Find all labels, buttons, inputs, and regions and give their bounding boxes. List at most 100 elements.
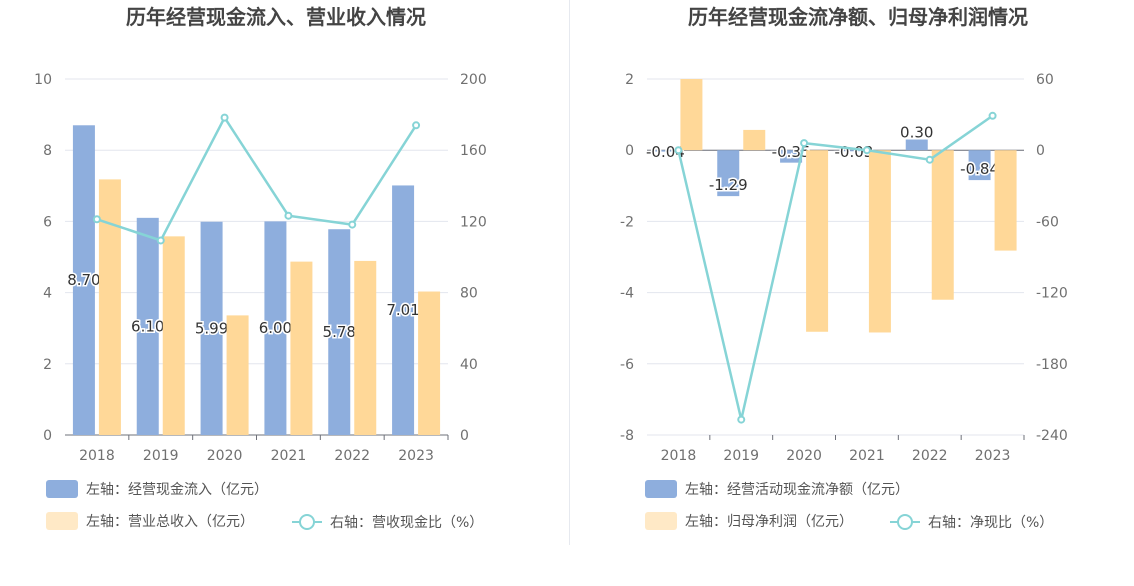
y-right-tick-label: 0 bbox=[1036, 143, 1045, 159]
bar-blue bbox=[842, 150, 865, 152]
series-line bbox=[677, 114, 994, 420]
y-left-tick-label: 6 bbox=[43, 214, 52, 230]
line-point bbox=[412, 121, 421, 130]
legend-item: 左轴：营业总收入（亿元） bbox=[46, 512, 254, 530]
chart-2: 历年经营现金流净额、归母净利润情况 -8 -240 -6 -180 -4 -120 -2 -60… bbox=[620, 5, 1068, 531]
bar-data-label: -0.84 bbox=[960, 160, 999, 178]
chart-title: 历年经营现金流净额、归母净利润情况 bbox=[688, 5, 1028, 29]
x-tick-label: 2021 bbox=[271, 448, 307, 464]
legend-label: 左轴：营业总收入（亿元） bbox=[86, 514, 254, 530]
x-tick-label: 2023 bbox=[975, 448, 1011, 464]
legend-marker bbox=[897, 514, 913, 530]
y-right-tick-label: 120 bbox=[460, 214, 487, 230]
x-tick-label: 2018 bbox=[661, 448, 697, 464]
bar-blue bbox=[136, 217, 159, 435]
bar-data-label: -0.04 bbox=[646, 143, 685, 161]
bar-blue bbox=[905, 139, 928, 151]
y-left-tick-label: -6 bbox=[620, 357, 634, 373]
bar-data-label: 5.99 bbox=[195, 319, 228, 337]
y-left-tick-label: 4 bbox=[43, 286, 52, 302]
legend-swatch bbox=[645, 480, 677, 498]
bar-blue bbox=[392, 185, 415, 435]
line-point bbox=[862, 146, 871, 155]
y-left-tick-label: 0 bbox=[43, 428, 52, 444]
legend-item: 右轴：营收现金比（%） bbox=[292, 514, 483, 531]
bar-blue bbox=[654, 150, 677, 152]
legend-label: 右轴：营收现金比（%） bbox=[330, 515, 483, 531]
y-left-tick-label: 2 bbox=[43, 357, 52, 373]
bar-yellow bbox=[226, 315, 249, 435]
y-left-tick-label: 10 bbox=[34, 72, 52, 88]
y-left-tick-label: 0 bbox=[625, 143, 634, 159]
y-right-tick-label: 60 bbox=[1036, 72, 1054, 88]
bar-yellow bbox=[98, 179, 121, 435]
y-right-tick-label: 40 bbox=[460, 357, 478, 373]
bar-data-label: 6.00 bbox=[259, 319, 292, 337]
y-right-tick-label: 80 bbox=[460, 286, 478, 302]
line-point bbox=[156, 236, 165, 245]
legend-item: 左轴：经营活动现金流净额（亿元） bbox=[645, 480, 909, 498]
bar-yellow bbox=[806, 150, 829, 332]
line-point bbox=[925, 155, 934, 164]
bar-blue bbox=[717, 150, 740, 197]
chart-title: 历年经营现金流入、营业收入情况 bbox=[126, 5, 426, 29]
legend-swatch bbox=[46, 480, 78, 498]
legend-swatch bbox=[645, 512, 677, 530]
y-right-tick-label: -240 bbox=[1036, 428, 1068, 444]
x-tick-label: 2021 bbox=[849, 448, 885, 464]
x-tick-label: 2018 bbox=[79, 448, 115, 464]
line-point bbox=[348, 220, 357, 229]
bar-yellow bbox=[354, 260, 377, 435]
line-point bbox=[800, 139, 809, 148]
bar-blue bbox=[780, 150, 803, 163]
x-tick-label: 2020 bbox=[786, 448, 822, 464]
y-right-tick-label: -120 bbox=[1036, 286, 1068, 302]
line-point bbox=[674, 146, 683, 155]
y-right-tick-label: 0 bbox=[460, 428, 469, 444]
bar-yellow bbox=[743, 129, 766, 151]
x-tick-label: 2019 bbox=[143, 448, 179, 464]
y-left-tick-label: -4 bbox=[620, 286, 634, 302]
bar-yellow bbox=[994, 150, 1017, 251]
bar-blue bbox=[200, 221, 223, 435]
chart-1: 历年经营现金流入、营业收入情况 0 0 2 40 4 80 6 120 8 160 10 200 2018… bbox=[34, 5, 487, 531]
y-right-tick-label: 160 bbox=[460, 143, 487, 159]
bar-yellow bbox=[418, 291, 441, 435]
legend-swatch bbox=[46, 512, 78, 530]
bar-blue bbox=[72, 125, 95, 435]
line-point bbox=[284, 211, 293, 220]
legend-label: 右轴：净现比（%） bbox=[928, 515, 1053, 531]
bar-blue bbox=[328, 229, 351, 435]
legend-item: 左轴：经营现金流入（亿元） bbox=[46, 480, 268, 498]
bar-data-label: 8.70 bbox=[67, 271, 100, 289]
bar-blue bbox=[264, 221, 287, 435]
bar-data-label: 6.10 bbox=[131, 317, 164, 335]
panel-divider bbox=[569, 0, 570, 545]
legend-item: 左轴：归母净利润（亿元） bbox=[645, 512, 853, 530]
y-left-tick-label: 8 bbox=[43, 143, 52, 159]
bar-data-label: 7.01 bbox=[386, 301, 419, 319]
bar-yellow bbox=[162, 236, 185, 435]
y-left-tick-label: -2 bbox=[620, 214, 634, 230]
bar-blue bbox=[968, 150, 991, 181]
series-line bbox=[96, 115, 418, 242]
x-tick-label: 2022 bbox=[334, 448, 370, 464]
y-right-tick-label: 200 bbox=[460, 72, 487, 88]
bar-data-label: 5.78 bbox=[323, 323, 356, 341]
bar-yellow bbox=[931, 150, 954, 300]
bar-yellow bbox=[868, 150, 891, 333]
legend-label: 左轴：经营现金流入（亿元） bbox=[86, 482, 268, 498]
x-tick-label: 2019 bbox=[723, 448, 759, 464]
legend-label: 左轴：经营活动现金流净额（亿元） bbox=[685, 482, 909, 498]
y-left-tick-label: 2 bbox=[625, 72, 634, 88]
legend-label: 左轴：归母净利润（亿元） bbox=[685, 513, 853, 530]
bar-yellow bbox=[680, 79, 703, 151]
bar-data-label: -1.29 bbox=[709, 176, 748, 194]
y-left-tick-label: -8 bbox=[620, 428, 634, 444]
legend-marker bbox=[299, 514, 315, 530]
legend-item: 右轴：净现比（%） bbox=[890, 514, 1053, 531]
y-right-tick-label: -180 bbox=[1036, 357, 1068, 373]
line-point bbox=[92, 215, 101, 224]
bar-data-label: 0.30 bbox=[900, 124, 933, 142]
